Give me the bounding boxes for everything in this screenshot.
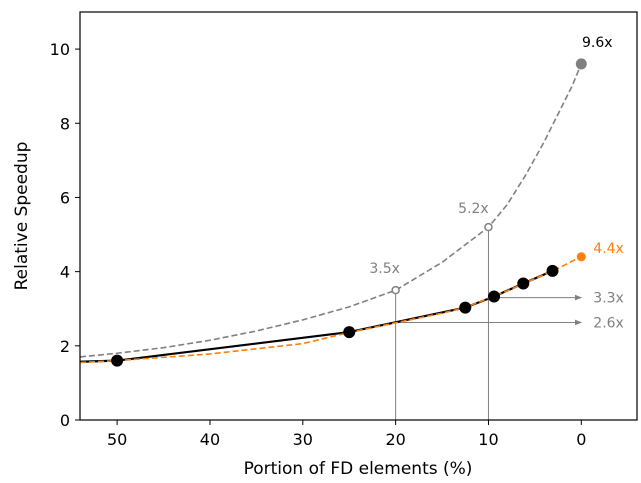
annotation-label: 3.3x [593, 291, 624, 307]
y-tick-label: 6 [60, 188, 70, 207]
x-tick-label: 50 [107, 430, 127, 449]
x-axis: 50 40 30 20 10 0 [107, 420, 586, 449]
annotation-label: 9.6x [582, 35, 613, 51]
y-tick-label: 4 [60, 263, 70, 282]
black-data-point [546, 264, 559, 277]
plot-frame [79, 11, 638, 421]
annotation-label: 4.4x [593, 241, 624, 257]
orange-dashed-curve [80, 256, 582, 364]
annotation-label: 3.5x [369, 261, 400, 277]
black-data-point [111, 354, 124, 367]
x-tick-label: 30 [293, 430, 313, 449]
y-axis-label: Relative Speedup [12, 142, 32, 291]
y-tick-label: 0 [60, 411, 70, 430]
x-tick-label: 20 [385, 430, 405, 449]
annotation-label: 2.6x [593, 315, 624, 331]
black-data-point [488, 290, 501, 303]
black-data-point [343, 326, 356, 339]
x-axis-label: Portion of FD elements (%) [244, 459, 473, 479]
x-tick-label: 10 [478, 430, 498, 449]
black-data-point [517, 277, 530, 290]
black-solid-curve [80, 269, 553, 363]
plot-clip-group [80, 58, 587, 420]
y-tick-label: 2 [60, 337, 70, 356]
gray-open-point-10 [484, 222, 493, 232]
gray-end-point [575, 58, 587, 70]
x-tick-label: 40 [200, 430, 220, 449]
y-tick-label: 8 [60, 114, 70, 133]
y-tick-label: 10 [50, 40, 70, 59]
x-tick-label: 0 [576, 430, 586, 449]
gray-dashed-curve [80, 63, 583, 358]
y-axis: 0 2 4 6 8 10 [50, 40, 80, 430]
annotation-label: 5.2x [458, 201, 489, 217]
orange-end-point [576, 252, 586, 262]
black-data-point [459, 301, 472, 314]
gray-open-point-20 [391, 285, 400, 295]
